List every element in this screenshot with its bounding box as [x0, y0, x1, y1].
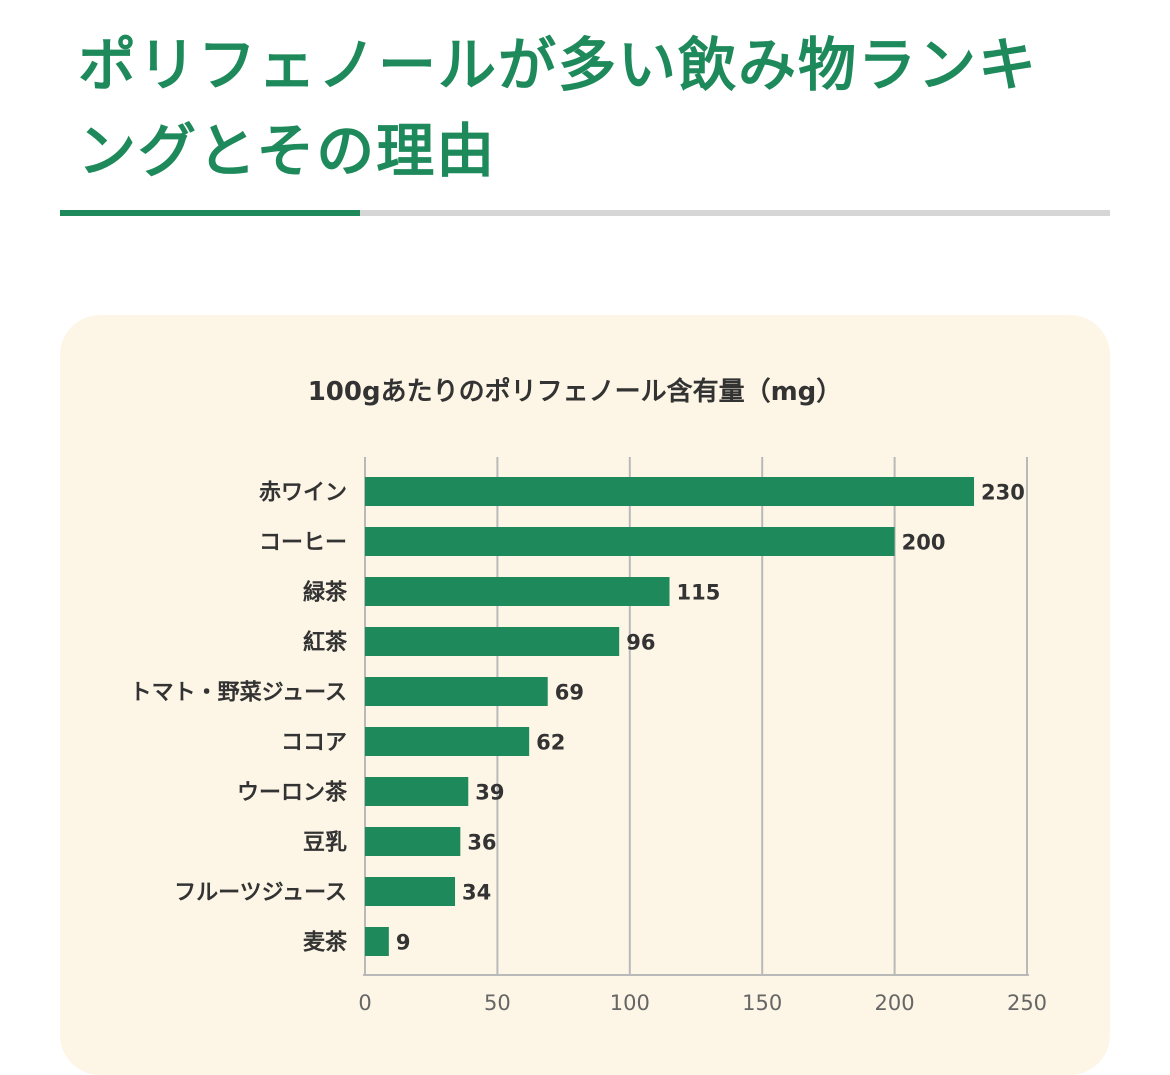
category-label-4: トマト・野菜ジュース — [130, 681, 347, 706]
category-label-6: ウーロン茶 — [237, 781, 348, 806]
x-tick-label-250: 250 — [1007, 991, 1047, 1015]
category-label-3: 紅茶 — [303, 630, 348, 656]
value-label-0: 230 — [981, 481, 1025, 505]
value-label-9: 9 — [396, 931, 411, 955]
category-label-9: 麦茶 — [303, 930, 348, 956]
category-label-0: 赤ワイン — [259, 481, 347, 506]
value-labels: 230 200 115 96 69 62 39 36 34 9 — [396, 481, 1025, 955]
category-label-5: ココア — [281, 731, 347, 756]
value-label-5: 62 — [536, 731, 565, 755]
category-label-8: フルーツジュース — [174, 881, 347, 906]
category-labels: 赤ワインコーヒー緑茶紅茶トマト・野菜ジュースココアウーロン茶豆乳フルーツジュース… — [130, 481, 348, 956]
bar-6 — [365, 777, 469, 806]
bar-7 — [365, 827, 461, 856]
x-tick-label-150: 150 — [742, 991, 782, 1015]
bar-1 — [365, 527, 895, 556]
chart-title: 100gあたりのポリフェノール含有量（mg） — [308, 376, 843, 407]
value-label-4: 69 — [555, 681, 584, 705]
category-label-7: 豆乳 — [303, 830, 347, 856]
x-tick-label-0: 0 — [358, 991, 371, 1015]
value-label-6: 39 — [475, 781, 504, 805]
bar-2 — [365, 577, 670, 606]
bar-8 — [365, 877, 456, 906]
bars — [365, 477, 975, 956]
value-label-1: 200 — [902, 531, 946, 555]
heading-divider-accent — [60, 210, 360, 216]
chart-panel: 100gあたりのポリフェノール含有量（mg） 赤ワインコーヒー緑茶紅茶トマト・野… — [60, 315, 1110, 1075]
x-tick-label-50: 50 — [484, 991, 511, 1015]
x-tick-label-200: 200 — [875, 991, 915, 1015]
heading-divider — [60, 210, 1110, 216]
page-title: ポリフェノールが多い飲み物ランキングとその理由 — [78, 31, 1039, 185]
x-axis-ticks: 0 50 100 150 200 250 — [358, 991, 1047, 1015]
value-label-3: 96 — [626, 631, 655, 655]
bar-9 — [365, 927, 389, 956]
category-label-2: 緑茶 — [303, 580, 348, 606]
polyphenol-bar-chart: 100gあたりのポリフェノール含有量（mg） 赤ワインコーヒー緑茶紅茶トマト・野… — [130, 376, 1047, 1015]
bar-5 — [365, 727, 530, 756]
value-label-2: 115 — [677, 581, 721, 605]
bar-3 — [365, 627, 620, 656]
bar-0 — [365, 477, 975, 506]
value-label-7: 36 — [467, 831, 496, 855]
category-label-1: コーヒー — [259, 531, 347, 556]
bar-4 — [365, 677, 548, 706]
value-label-8: 34 — [462, 881, 491, 905]
x-tick-label-100: 100 — [610, 991, 650, 1015]
